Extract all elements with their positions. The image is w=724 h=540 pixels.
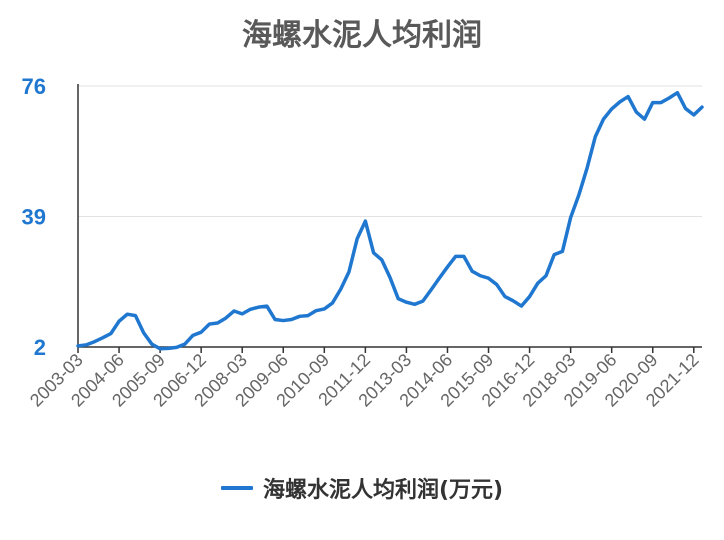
- data-point[interactable]: [420, 298, 426, 304]
- data-point[interactable]: [551, 252, 557, 258]
- data-point[interactable]: [256, 304, 262, 310]
- data-point[interactable]: [264, 303, 270, 309]
- data-point[interactable]: [691, 112, 697, 118]
- data-point[interactable]: [633, 109, 639, 115]
- data-point[interactable]: [535, 280, 541, 286]
- data-point[interactable]: [666, 95, 672, 101]
- data-point[interactable]: [650, 100, 656, 106]
- data-point[interactable]: [174, 344, 180, 350]
- series-group: [75, 90, 705, 352]
- data-point[interactable]: [674, 90, 680, 96]
- data-point[interactable]: [231, 308, 237, 314]
- data-point[interactable]: [272, 316, 278, 322]
- chart-title: 海螺水泥人均利润: [242, 18, 482, 53]
- data-point[interactable]: [412, 301, 418, 307]
- data-point[interactable]: [559, 248, 565, 254]
- data-point[interactable]: [403, 299, 409, 305]
- legend-swatch: [220, 486, 253, 490]
- data-point[interactable]: [132, 313, 138, 319]
- data-point[interactable]: [518, 303, 524, 309]
- data-point[interactable]: [502, 294, 508, 300]
- data-point[interactable]: [494, 282, 500, 288]
- data-point[interactable]: [198, 329, 204, 335]
- data-point[interactable]: [141, 330, 147, 336]
- y-tick-label: 76: [22, 74, 46, 99]
- data-point[interactable]: [190, 332, 196, 338]
- data-point[interactable]: [75, 343, 81, 349]
- data-point[interactable]: [469, 268, 475, 274]
- data-point[interactable]: [91, 339, 97, 345]
- data-point[interactable]: [617, 99, 623, 105]
- data-point[interactable]: [683, 106, 689, 112]
- data-point[interactable]: [116, 318, 122, 324]
- data-point[interactable]: [108, 331, 114, 337]
- data-point[interactable]: [165, 345, 171, 351]
- data-point[interactable]: [100, 335, 106, 341]
- data-point[interactable]: [699, 104, 705, 110]
- data-point[interactable]: [609, 106, 615, 112]
- data-point[interactable]: [642, 116, 648, 122]
- data-point[interactable]: [124, 311, 130, 317]
- data-point[interactable]: [215, 320, 221, 326]
- data-point[interactable]: [206, 321, 212, 327]
- data-point[interactable]: [461, 253, 467, 259]
- data-point[interactable]: [543, 273, 549, 279]
- data-point[interactable]: [453, 253, 459, 259]
- data-point[interactable]: [436, 275, 442, 281]
- data-point[interactable]: [477, 273, 483, 279]
- data-point[interactable]: [239, 311, 245, 317]
- data-point[interactable]: [330, 300, 336, 306]
- data-point[interactable]: [157, 346, 163, 352]
- data-point[interactable]: [83, 342, 89, 348]
- data-point[interactable]: [280, 318, 286, 324]
- data-point[interactable]: [527, 294, 533, 300]
- data-point[interactable]: [592, 134, 598, 140]
- data-point[interactable]: [288, 316, 294, 322]
- data-point[interactable]: [568, 215, 574, 221]
- data-point[interactable]: [297, 313, 303, 319]
- data-point[interactable]: [223, 315, 229, 321]
- legend[interactable]: 海螺水泥人均利润(万元): [0, 472, 724, 504]
- data-point[interactable]: [584, 165, 590, 171]
- data-point[interactable]: [362, 218, 368, 224]
- data-point[interactable]: [247, 306, 253, 312]
- data-point[interactable]: [395, 296, 401, 302]
- data-point[interactable]: [387, 275, 393, 281]
- gridlines: [78, 85, 702, 348]
- legend-label: 海螺水泥人均利润(万元): [262, 478, 504, 503]
- data-point[interactable]: [444, 264, 450, 270]
- data-point[interactable]: [313, 308, 319, 314]
- data-point[interactable]: [379, 257, 385, 263]
- data-point[interactable]: [182, 341, 188, 347]
- y-tick-label: 39: [22, 205, 46, 230]
- y-axis: 2 39 76: [22, 74, 79, 360]
- series-line[interactable]: [76, 90, 704, 351]
- data-point[interactable]: [305, 313, 311, 319]
- data-point[interactable]: [625, 94, 631, 100]
- data-point[interactable]: [149, 341, 155, 347]
- data-point[interactable]: [658, 100, 664, 106]
- data-point[interactable]: [428, 287, 434, 293]
- data-point[interactable]: [486, 275, 492, 281]
- data-point[interactable]: [576, 192, 582, 198]
- data-point[interactable]: [600, 116, 606, 122]
- data-point[interactable]: [346, 269, 352, 275]
- x-axis: 2003-032004-062005-092006-122008-032009-…: [26, 346, 703, 411]
- data-point[interactable]: [371, 250, 377, 256]
- data-point[interactable]: [510, 298, 516, 304]
- data-point[interactable]: [321, 306, 327, 312]
- data-point[interactable]: [354, 236, 360, 242]
- data-point[interactable]: [338, 286, 344, 292]
- y-tick-label: 2: [34, 335, 46, 360]
